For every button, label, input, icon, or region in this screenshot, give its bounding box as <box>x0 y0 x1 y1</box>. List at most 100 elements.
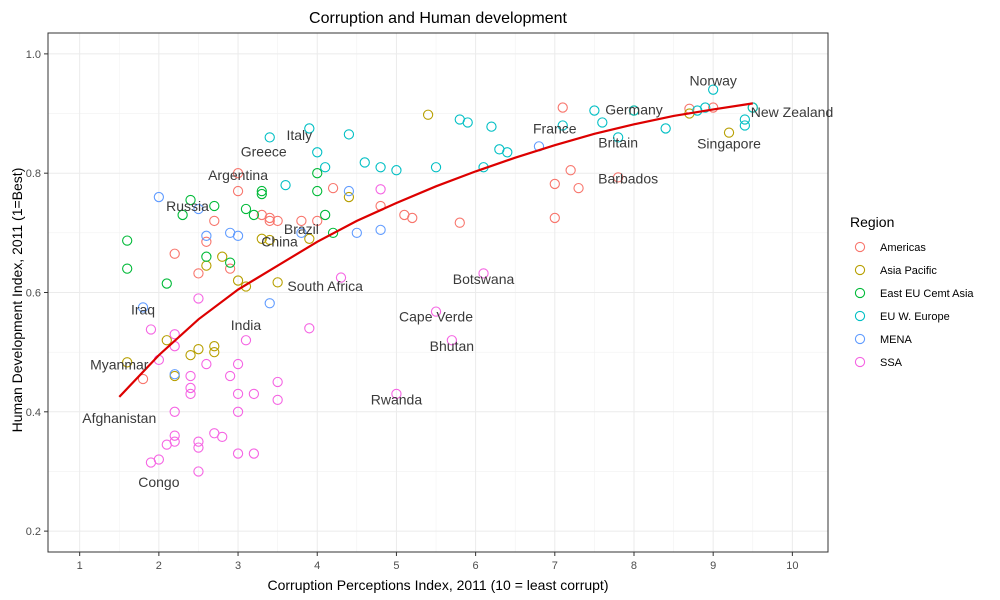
data-point <box>272 277 283 288</box>
country-label: Greece <box>241 143 287 159</box>
data-point <box>224 370 236 382</box>
data-point <box>169 406 180 417</box>
country-label: Afghanistan <box>82 410 156 426</box>
data-point <box>232 230 244 241</box>
country-labels: Norway Germany New Zealand France Britain Sin… <box>82 73 833 490</box>
y-axis-title: Human Development Index, 2011 (1=Best) <box>9 168 25 433</box>
data-point <box>296 227 307 238</box>
data-point <box>217 251 228 262</box>
country-label: China <box>261 234 298 250</box>
legend-label: Americas <box>880 242 926 254</box>
data-point <box>375 224 386 236</box>
data-points <box>122 84 758 477</box>
country-label: Myanmar <box>90 356 149 372</box>
data-point <box>557 102 568 113</box>
data-point <box>193 436 204 447</box>
data-point <box>122 235 133 246</box>
data-point <box>161 335 172 346</box>
data-point <box>185 194 196 206</box>
data-point <box>256 233 267 244</box>
data-point <box>122 263 133 274</box>
data-point <box>312 185 323 197</box>
data-point <box>264 234 275 246</box>
data-point <box>248 209 260 221</box>
data-point <box>343 185 355 197</box>
country-label: Britain <box>598 134 638 150</box>
data-point <box>153 454 165 465</box>
country-label: Botswana <box>453 271 515 287</box>
x-tick-label: 3 <box>235 560 241 572</box>
data-point <box>209 347 220 358</box>
data-point <box>320 209 331 221</box>
legend-key <box>854 264 866 276</box>
data-point <box>177 209 188 221</box>
data-point <box>137 302 149 313</box>
data-point <box>573 182 584 194</box>
data-point <box>320 162 331 173</box>
data-point <box>549 178 560 190</box>
data-point <box>169 248 180 259</box>
country-label: Iraq <box>131 302 155 318</box>
data-point <box>660 123 671 134</box>
data-point <box>232 168 244 179</box>
country-label: Rwanda <box>371 392 423 408</box>
data-point <box>343 129 355 140</box>
data-point <box>502 147 513 158</box>
data-point <box>224 257 236 268</box>
x-tick-label: 7 <box>552 560 558 572</box>
trend-line <box>118 102 753 398</box>
country-label: Argentina <box>208 167 268 183</box>
x-axis-title: Corruption Perceptions Index, 2011 (10 =… <box>268 577 609 593</box>
data-point <box>232 358 244 370</box>
data-point <box>169 329 180 340</box>
data-point <box>248 388 260 400</box>
data-point <box>327 182 339 194</box>
data-point <box>351 227 362 238</box>
data-point <box>232 406 244 417</box>
data-point <box>335 272 347 283</box>
data-point <box>549 212 560 224</box>
data-point <box>312 215 323 227</box>
chart-title: Corruption and Human development <box>309 10 567 27</box>
data-point <box>723 127 735 138</box>
data-point <box>201 236 212 247</box>
data-point <box>272 215 283 227</box>
data-point <box>209 200 220 212</box>
data-point <box>137 373 149 385</box>
country-label: Russia <box>166 198 209 214</box>
legend-key <box>854 356 866 368</box>
x-tick-label: 10 <box>786 560 798 572</box>
data-point <box>478 268 489 279</box>
data-point <box>747 102 758 113</box>
data-point <box>264 132 275 143</box>
data-point <box>232 185 244 197</box>
data-point <box>359 157 370 168</box>
data-point <box>193 466 204 477</box>
data-point <box>232 388 244 400</box>
data-point <box>193 344 204 355</box>
country-label: Congo <box>138 474 179 490</box>
data-point <box>739 120 751 131</box>
plot-area: Norway Germany New Zealand France Britain Sin… <box>47 32 833 553</box>
data-point <box>391 388 402 400</box>
x-tick-label: 8 <box>631 560 637 572</box>
data-point <box>193 293 204 304</box>
data-point <box>565 165 576 176</box>
legend-key <box>854 333 866 345</box>
data-point <box>209 215 220 227</box>
legend: Region Americas Asia Pacific East EU Cemt … <box>850 214 974 369</box>
x-tick-label: 1 <box>77 560 83 572</box>
data-point <box>264 215 275 227</box>
data-point <box>193 442 204 453</box>
data-point <box>462 117 473 128</box>
country-label: Singapore <box>697 135 761 151</box>
data-point <box>185 388 196 400</box>
data-point <box>613 132 624 143</box>
country-label: Brazil <box>284 221 319 237</box>
data-point <box>375 162 386 173</box>
country-label: India <box>231 317 262 333</box>
data-point <box>209 341 220 352</box>
country-label: Norway <box>689 73 736 89</box>
legend-label: SSA <box>880 357 903 369</box>
